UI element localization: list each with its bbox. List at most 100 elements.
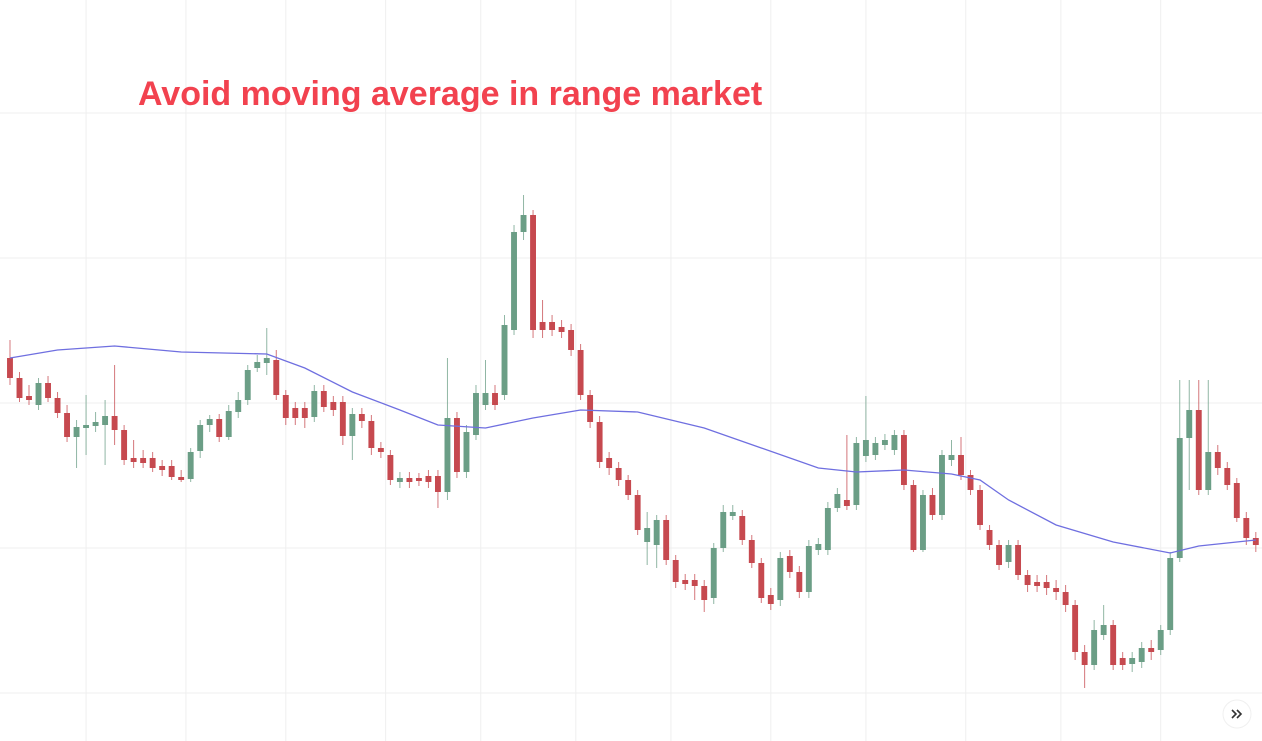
overlay	[9, 345, 1256, 554]
candle-body	[54, 398, 61, 413]
candle-body	[35, 383, 42, 405]
candle-body	[767, 595, 774, 604]
candle-body	[206, 419, 213, 425]
candle-body	[83, 425, 90, 428]
candle-body	[805, 546, 812, 592]
candles	[7, 195, 1259, 688]
candle-body	[748, 540, 755, 563]
candle-body	[1005, 545, 1012, 562]
candle-body	[387, 455, 394, 480]
candle-body	[406, 478, 413, 482]
candle-body	[273, 360, 280, 395]
candle-body	[7, 358, 13, 378]
candle-body	[1062, 592, 1069, 605]
candle-body	[1167, 558, 1174, 630]
candle-body	[1233, 483, 1240, 518]
candle-body	[216, 419, 223, 437]
candle-body	[45, 383, 51, 398]
candle-body	[977, 490, 983, 525]
candle-body	[672, 560, 679, 582]
candle-body	[463, 432, 470, 472]
candle-body	[720, 512, 727, 548]
candle-body	[187, 452, 194, 479]
candle-body	[625, 480, 632, 495]
candle-body	[796, 572, 803, 592]
candle-body	[900, 435, 907, 485]
candle-body	[653, 520, 660, 545]
candle-body	[263, 358, 270, 363]
chart-title: Avoid moving average in range market	[138, 75, 762, 113]
scroll-button[interactable]	[1222, 699, 1252, 729]
candle-body	[197, 425, 204, 451]
candle-body	[1015, 545, 1022, 575]
candle-body	[530, 215, 536, 330]
candle-body	[1110, 625, 1117, 665]
candle-body	[634, 495, 641, 530]
candle-body	[948, 455, 955, 460]
candle-body	[729, 512, 736, 516]
candle-body	[1053, 588, 1060, 592]
candle-body	[1195, 410, 1202, 490]
candle-body	[92, 422, 99, 426]
candle-body	[254, 362, 261, 368]
candle-body	[1138, 648, 1145, 662]
candle-body	[986, 530, 993, 545]
candle-body	[473, 393, 479, 435]
candle-body	[872, 443, 879, 455]
candle-body	[644, 528, 651, 542]
candle-body	[539, 322, 546, 330]
candle-body	[1214, 452, 1221, 468]
candle-body	[168, 466, 175, 477]
candle-body	[1176, 438, 1183, 558]
candle-body	[178, 477, 185, 480]
candle-body	[881, 440, 888, 445]
candle-body	[1157, 630, 1164, 650]
candle-body	[691, 580, 698, 586]
candle-body	[330, 402, 337, 410]
candle-body	[368, 421, 375, 448]
candle-body	[282, 395, 289, 418]
candle-body	[16, 378, 23, 398]
candle-body	[140, 458, 147, 463]
candle-body	[862, 440, 869, 456]
candle-body	[292, 408, 299, 418]
candle-body	[301, 408, 308, 418]
candle-body	[701, 586, 708, 600]
candle-body	[910, 485, 917, 550]
candle-body	[1024, 575, 1031, 585]
candle-body	[843, 500, 850, 506]
candle-body	[339, 402, 346, 436]
candle-body	[1129, 658, 1136, 664]
candle-body	[549, 322, 556, 330]
candle-body	[1224, 468, 1231, 485]
candle-body	[454, 418, 460, 472]
candle-body	[824, 508, 831, 550]
candle-body	[149, 458, 156, 468]
candle-body	[568, 330, 575, 350]
candle-body	[377, 448, 384, 452]
chevron	[1231, 709, 1238, 719]
candle-body	[415, 478, 422, 481]
candle-body	[111, 416, 118, 430]
candle-body	[615, 468, 622, 480]
candle-body	[225, 411, 232, 437]
candle-body	[396, 478, 403, 482]
candle-body	[1243, 518, 1250, 538]
candle-body	[682, 580, 689, 584]
candle-body	[939, 455, 945, 515]
candle-body	[606, 458, 613, 468]
candle-body	[311, 391, 318, 417]
candle-body	[596, 422, 603, 462]
candle-body	[1081, 652, 1088, 665]
candle-body	[758, 563, 765, 598]
candle-body	[482, 393, 489, 405]
candle-body	[511, 232, 517, 330]
candle-body	[920, 495, 926, 550]
candle-body	[501, 325, 508, 395]
candle-body	[1186, 410, 1193, 438]
candle-body	[102, 416, 109, 425]
chevron	[1236, 709, 1243, 719]
candle-body	[244, 370, 251, 400]
candle-body	[1100, 625, 1107, 635]
